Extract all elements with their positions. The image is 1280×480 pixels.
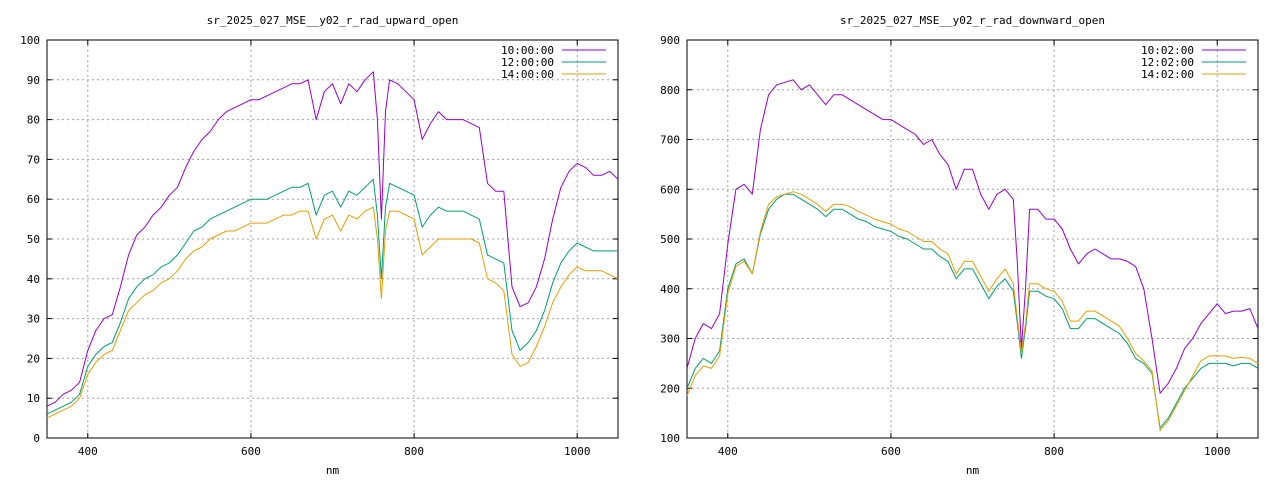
x-tick-label: 800 <box>1044 445 1064 458</box>
y-tick-label: 40 <box>27 273 40 286</box>
y-tick-label: 300 <box>660 333 680 346</box>
chart-title: sr_2025_027_MSE__y02_r_rad_upward_open <box>207 14 459 27</box>
chart-title: sr_2025_027_MSE__y02_r_rad_downward_open <box>840 14 1105 27</box>
legend-label: 10:02:00 <box>1141 44 1194 57</box>
x-axis-label: nm <box>966 464 980 477</box>
y-tick-label: 700 <box>660 134 680 147</box>
series-line-140000 <box>47 206 618 419</box>
y-tick-label: 90 <box>27 74 40 87</box>
x-tick-label: 400 <box>78 445 98 458</box>
x-tick-label: 1000 <box>564 445 591 458</box>
legend-label: 14:00:00 <box>501 68 554 81</box>
y-tick-label: 50 <box>27 233 40 246</box>
x-tick-label: 600 <box>241 445 261 458</box>
y-tick-label: 0 <box>33 432 40 445</box>
y-tick-label: 600 <box>660 183 680 196</box>
y-tick-label: 30 <box>27 313 40 326</box>
chart-panel-2: 100 200 300 400 500 600 700 800 900 400 600 800 1000… <box>660 14 1259 477</box>
x-axis-label: nm <box>326 464 340 477</box>
y-tick-label: 900 <box>660 34 680 47</box>
y-tick-label: 80 <box>27 114 40 127</box>
y-tick-label: 100 <box>20 34 40 47</box>
x-tick-label: 600 <box>881 445 901 458</box>
legend-label: 12:02:00 <box>1141 56 1194 69</box>
series-line-100200 <box>687 79 1258 394</box>
y-tick-label: 70 <box>27 153 40 166</box>
series-line-140200 <box>687 191 1258 431</box>
y-tick-label: 200 <box>660 382 680 395</box>
y-tick-label: 100 <box>660 432 680 445</box>
legend-label: 14:02:00 <box>1141 68 1194 81</box>
legend-label: 12:00:00 <box>501 56 554 69</box>
y-tick-label: 400 <box>660 283 680 296</box>
y-tick-label: 800 <box>660 84 680 97</box>
x-tick-label: 400 <box>718 445 738 458</box>
y-tick-label: 60 <box>27 193 40 206</box>
legend-label: 10:00:00 <box>501 44 554 57</box>
x-tick-label: 1000 <box>1204 445 1231 458</box>
series-line-120200 <box>687 193 1258 429</box>
x-tick-label: 800 <box>404 445 424 458</box>
y-tick-label: 500 <box>660 233 680 246</box>
y-tick-label: 20 <box>27 352 40 365</box>
series-line-100000 <box>47 71 618 407</box>
series-line-120000 <box>47 178 618 415</box>
y-tick-label: 10 <box>27 392 40 405</box>
chart-panel-1: 0 10 20 30 40 50 60 70 80 90 100 400 600 800 1000 sr_20… <box>20 14 619 477</box>
